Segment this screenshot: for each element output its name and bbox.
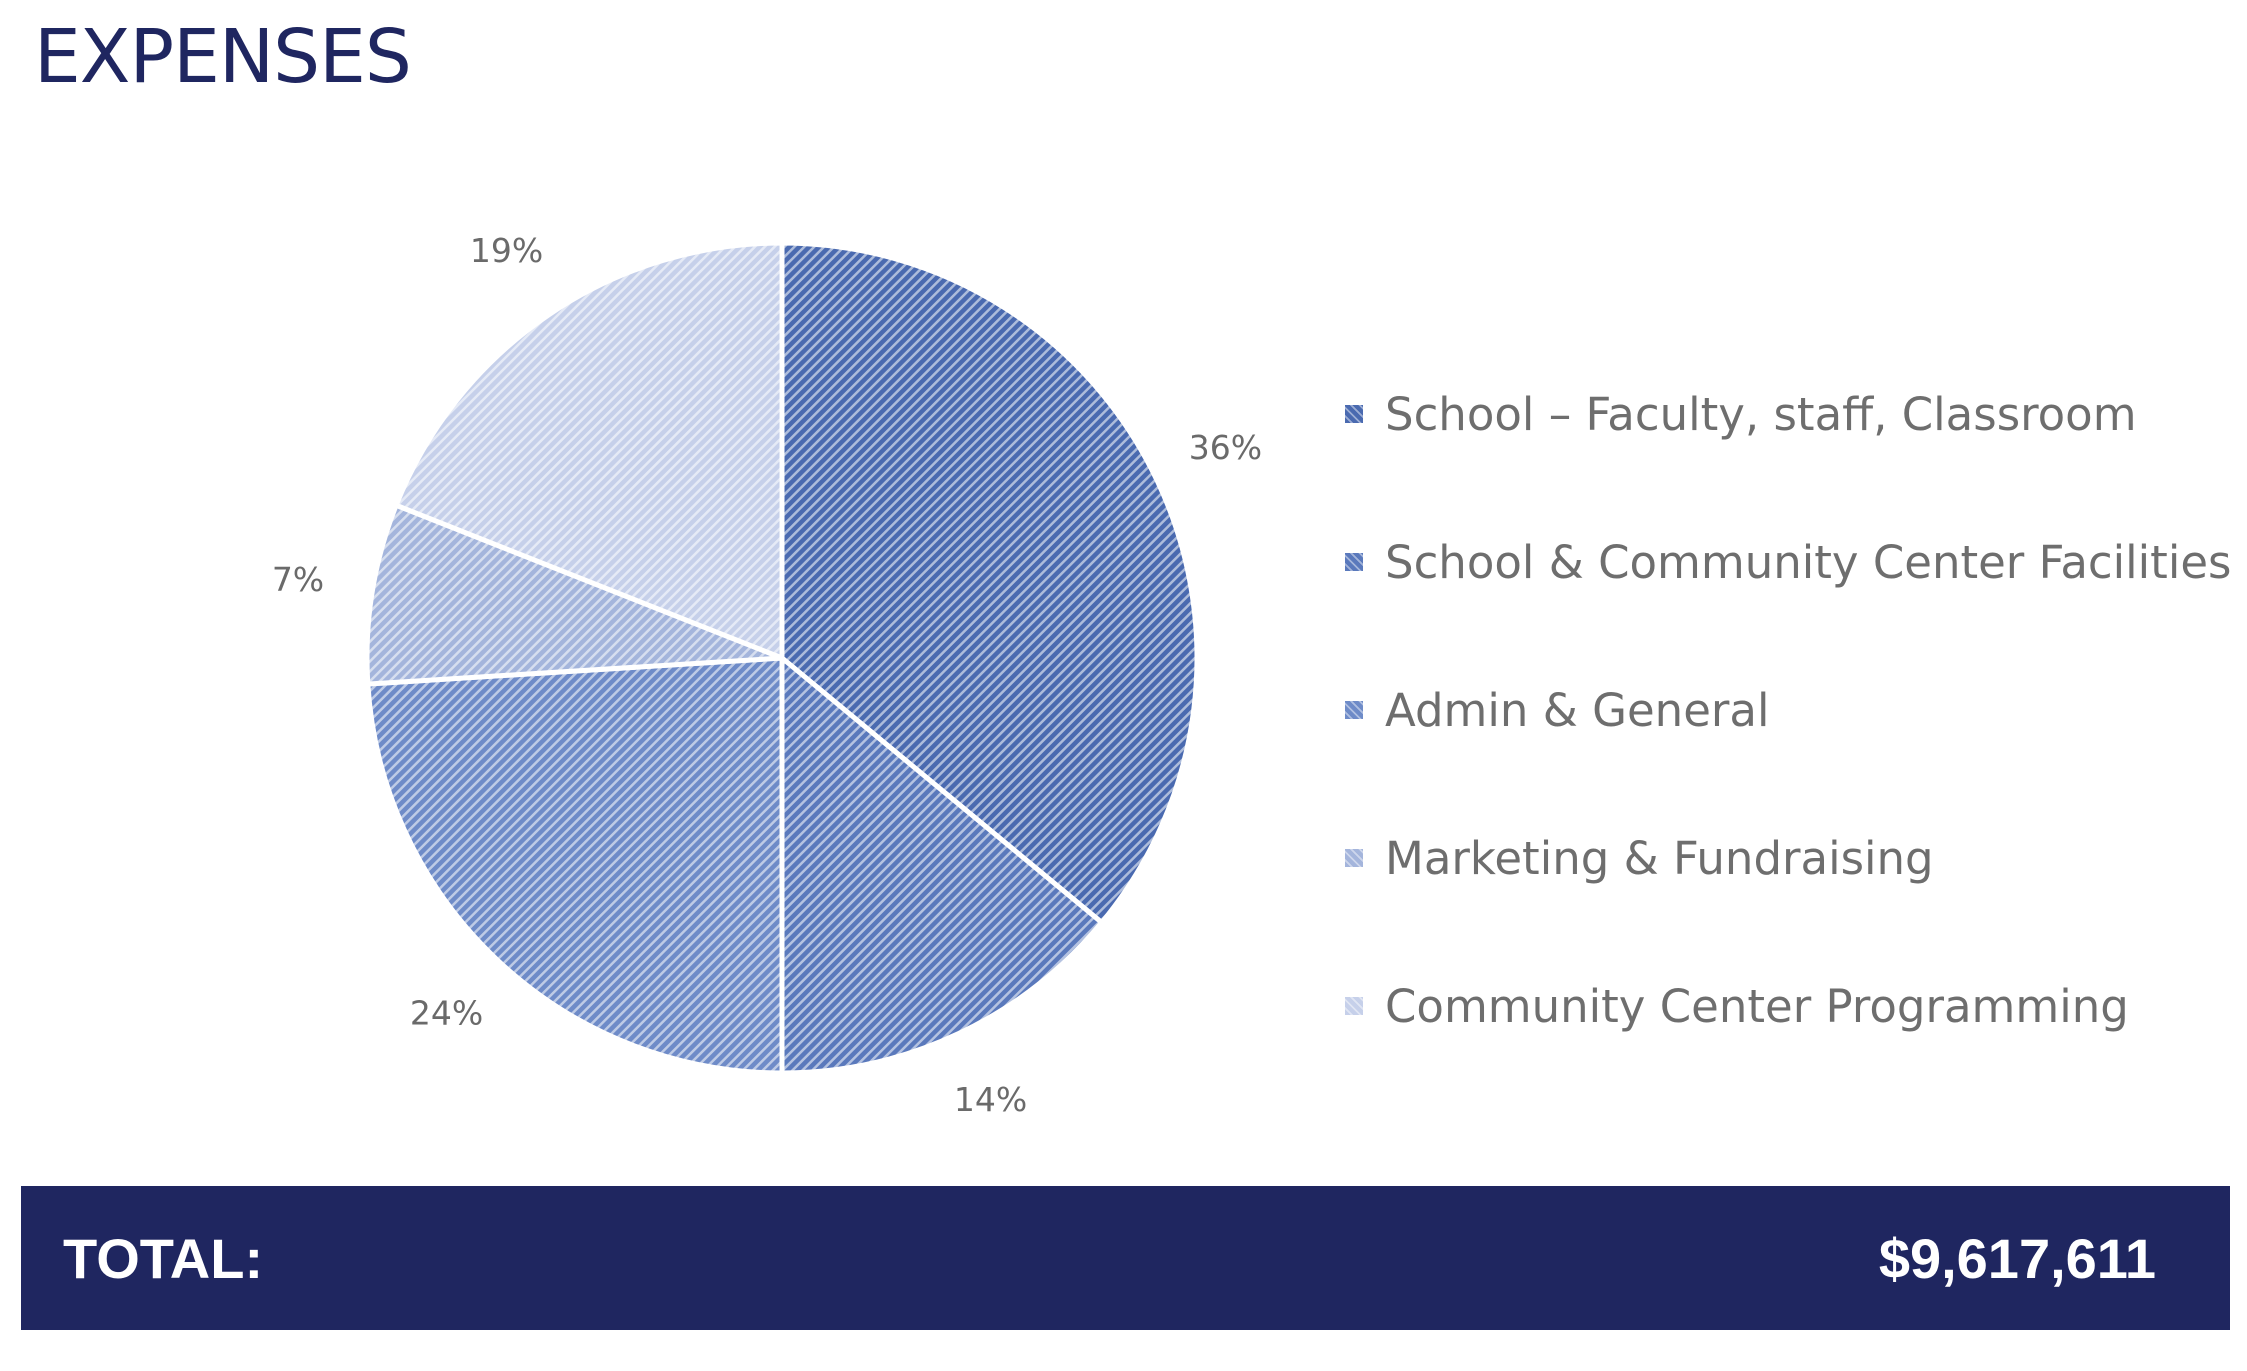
data-label-programming: 19% [470,231,543,270]
pie-chart: 36% 14% 24% 7% 19% [272,231,1262,1119]
legend-swatch [1345,701,1363,719]
page-title: EXPENSES [34,14,412,100]
legend-swatch [1345,405,1363,423]
legend-label: School & Community Center Facilities [1385,535,2232,589]
legend-item: School & Community Center Facilities [1345,488,2231,636]
legend-swatch [1345,553,1363,571]
legend-label: School – Faculty, staff, Classroom [1385,387,2137,441]
legend-item: Admin & General [1345,636,2231,784]
data-label-facilities: 14% [954,1080,1027,1119]
legend-swatch [1345,849,1363,867]
legend-swatch [1345,997,1363,1015]
legend-label: Admin & General [1385,683,1770,737]
legend-item: Community Center Programming [1345,932,2231,1080]
pie-slice-school-faculty [779,240,1200,926]
legend-item: Marketing & Fundraising [1345,784,2231,932]
legend: School – Faculty, staff, Classroom Schoo… [1345,340,2231,1080]
legend-label: Community Center Programming [1385,979,2129,1033]
data-label-school-faculty: 36% [1189,428,1262,467]
legend-label: Marketing & Fundraising [1385,831,1934,885]
data-label-marketing: 7% [272,560,324,599]
total-value: $9,617,611 [1878,1226,2156,1290]
pie-slice-marketing [364,502,785,687]
legend-item: School – Faculty, staff, Classroom [1345,340,2231,488]
data-label-admin: 24% [410,994,483,1033]
total-bar: TOTAL: $9,617,611 [21,1186,2230,1330]
total-label: TOTAL: [63,1226,264,1290]
pie-slice-admin [365,655,785,1076]
pie-slice-facilities [779,655,1105,1076]
pie-slice-programming [393,240,785,661]
